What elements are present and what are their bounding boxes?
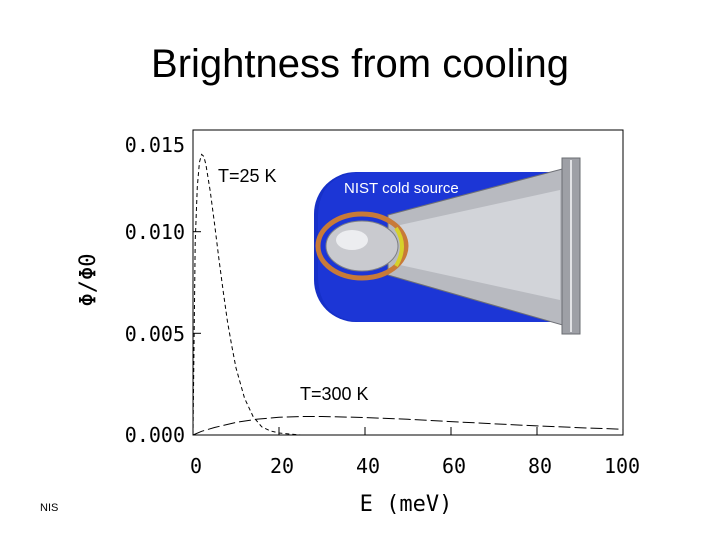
slide-title: Brightness from cooling <box>151 42 569 86</box>
corner-text: NIS <box>40 502 59 514</box>
y-tick-label: 0.005 <box>125 322 185 346</box>
x-axis: 0 20 40 60 80 100 <box>190 427 640 478</box>
plot-frame <box>192 129 624 436</box>
y-axis: 0.000 0.005 0.010 0.015 <box>125 129 201 447</box>
x-tick-label: 60 <box>442 454 466 478</box>
y-tick-label: 0.000 <box>125 423 185 447</box>
y-axis-label: Φ/Φ0 <box>76 254 101 307</box>
y-tick-label: 0.010 <box>125 220 185 244</box>
x-axis-label: E (meV) <box>360 492 453 517</box>
x-tick-label: 40 <box>356 454 380 478</box>
x-tick-label: 0 <box>190 454 202 478</box>
annotation-t300: T=300 K <box>300 384 369 404</box>
series-line-t25 <box>192 153 322 436</box>
inset-label: NIST cold source <box>344 180 459 197</box>
cold-source-image <box>314 157 581 335</box>
x-tick-label: 100 <box>604 454 640 478</box>
x-tick-label: 80 <box>528 454 552 478</box>
series-line-t300 <box>192 416 624 436</box>
y-tick-label: 0.015 <box>125 133 185 157</box>
x-tick-label: 20 <box>270 454 294 478</box>
annotation-t25: T=25 K <box>218 166 277 186</box>
